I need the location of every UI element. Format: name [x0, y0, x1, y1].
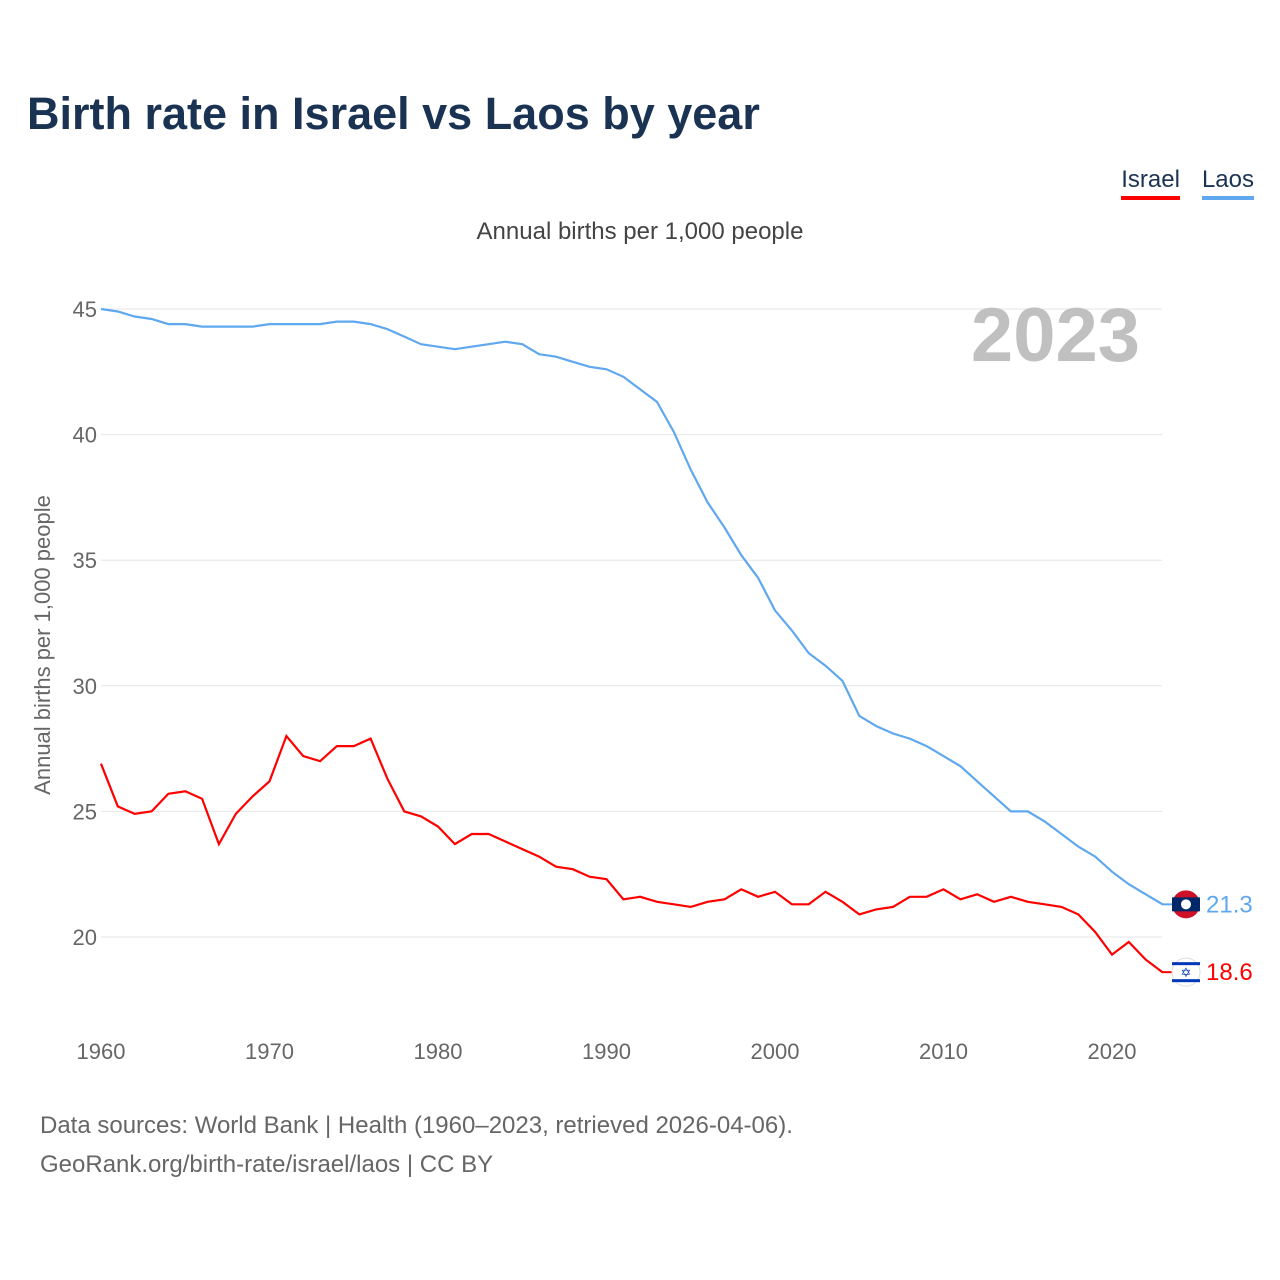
source-link[interactable]: GeoRank.org/birth-rate/israel/laos | CC … — [40, 1151, 494, 1178]
legend-item-laos[interactable]: Laos — [1201, 166, 1254, 200]
x-tick-label: 2000 — [751, 1039, 800, 1064]
data-source: Data sources: World Bank | Health (1960–… — [40, 1112, 793, 1139]
x-tick-label: 1980 — [414, 1039, 463, 1064]
x-tick-label: 2010 — [919, 1039, 968, 1064]
end-value-label-israel: 18.6 — [1206, 959, 1253, 986]
chart-subtitle: Annual births per 1,000 people — [476, 218, 804, 245]
x-tick-label: 2020 — [1088, 1039, 1137, 1064]
chart-title: Birth rate in Israel vs Laos by year — [27, 88, 760, 139]
x-tick-label: 1960 — [77, 1039, 126, 1064]
legend-item-israel[interactable]: Israel — [1121, 166, 1180, 200]
y-axis-label: Annual births per 1,000 people — [30, 495, 55, 795]
x-tick-label: 1970 — [245, 1039, 294, 1064]
y-tick-label: 40 — [73, 423, 97, 448]
legend: Israel Laos — [1121, 166, 1254, 200]
y-tick-label: 45 — [73, 297, 97, 322]
year-label: 2023 — [971, 293, 1140, 378]
end-value-label-laos: 21.3 — [1206, 891, 1253, 918]
y-tick-label: 20 — [73, 925, 97, 950]
y-tick-label: 35 — [73, 548, 97, 573]
star-of-david-icon: ✡ — [1181, 966, 1192, 981]
series-line-israel — [99, 733, 1164, 974]
israel-flag-stripe — [1172, 962, 1200, 966]
series-line-laos — [100, 307, 1164, 906]
y-tick-label: 25 — [73, 799, 97, 824]
israel-flag-stripe — [1172, 979, 1200, 983]
x-tick-label: 1990 — [582, 1039, 631, 1064]
y-tick-label: 30 — [73, 674, 97, 699]
footer: Data sources: World Bank | Health (1960–… — [40, 1106, 793, 1184]
laos-flag-disc — [1181, 899, 1191, 910]
